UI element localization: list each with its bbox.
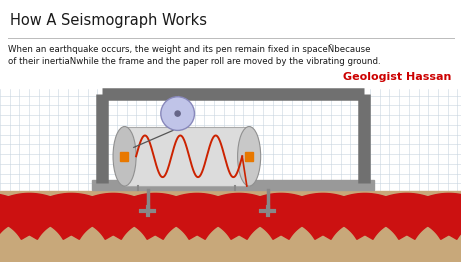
Polygon shape bbox=[0, 193, 86, 239]
Polygon shape bbox=[0, 193, 44, 239]
Polygon shape bbox=[15, 193, 128, 239]
Bar bbox=[245, 152, 253, 161]
Circle shape bbox=[161, 97, 194, 130]
Polygon shape bbox=[392, 193, 474, 239]
Polygon shape bbox=[350, 193, 464, 239]
Text: When an earthquake occurs, the weight and its pen remain fixed in spaceÑbecause
: When an earthquake occurs, the weight an… bbox=[8, 44, 381, 66]
Bar bbox=[0, 191, 461, 263]
Polygon shape bbox=[224, 193, 338, 239]
Bar bbox=[175, 98, 181, 109]
Polygon shape bbox=[56, 193, 170, 239]
Ellipse shape bbox=[113, 127, 136, 186]
Polygon shape bbox=[434, 193, 474, 239]
Circle shape bbox=[175, 111, 180, 116]
Ellipse shape bbox=[237, 127, 261, 186]
Bar bbox=[92, 180, 374, 190]
Bar bbox=[125, 127, 249, 186]
Polygon shape bbox=[140, 193, 254, 239]
Bar bbox=[120, 152, 128, 161]
Text: How A Seismograph Works: How A Seismograph Works bbox=[10, 13, 207, 28]
Polygon shape bbox=[266, 193, 380, 239]
Text: Geologist Hassan: Geologist Hassan bbox=[343, 72, 452, 82]
Polygon shape bbox=[182, 193, 296, 239]
Polygon shape bbox=[308, 193, 422, 239]
Polygon shape bbox=[99, 193, 212, 239]
